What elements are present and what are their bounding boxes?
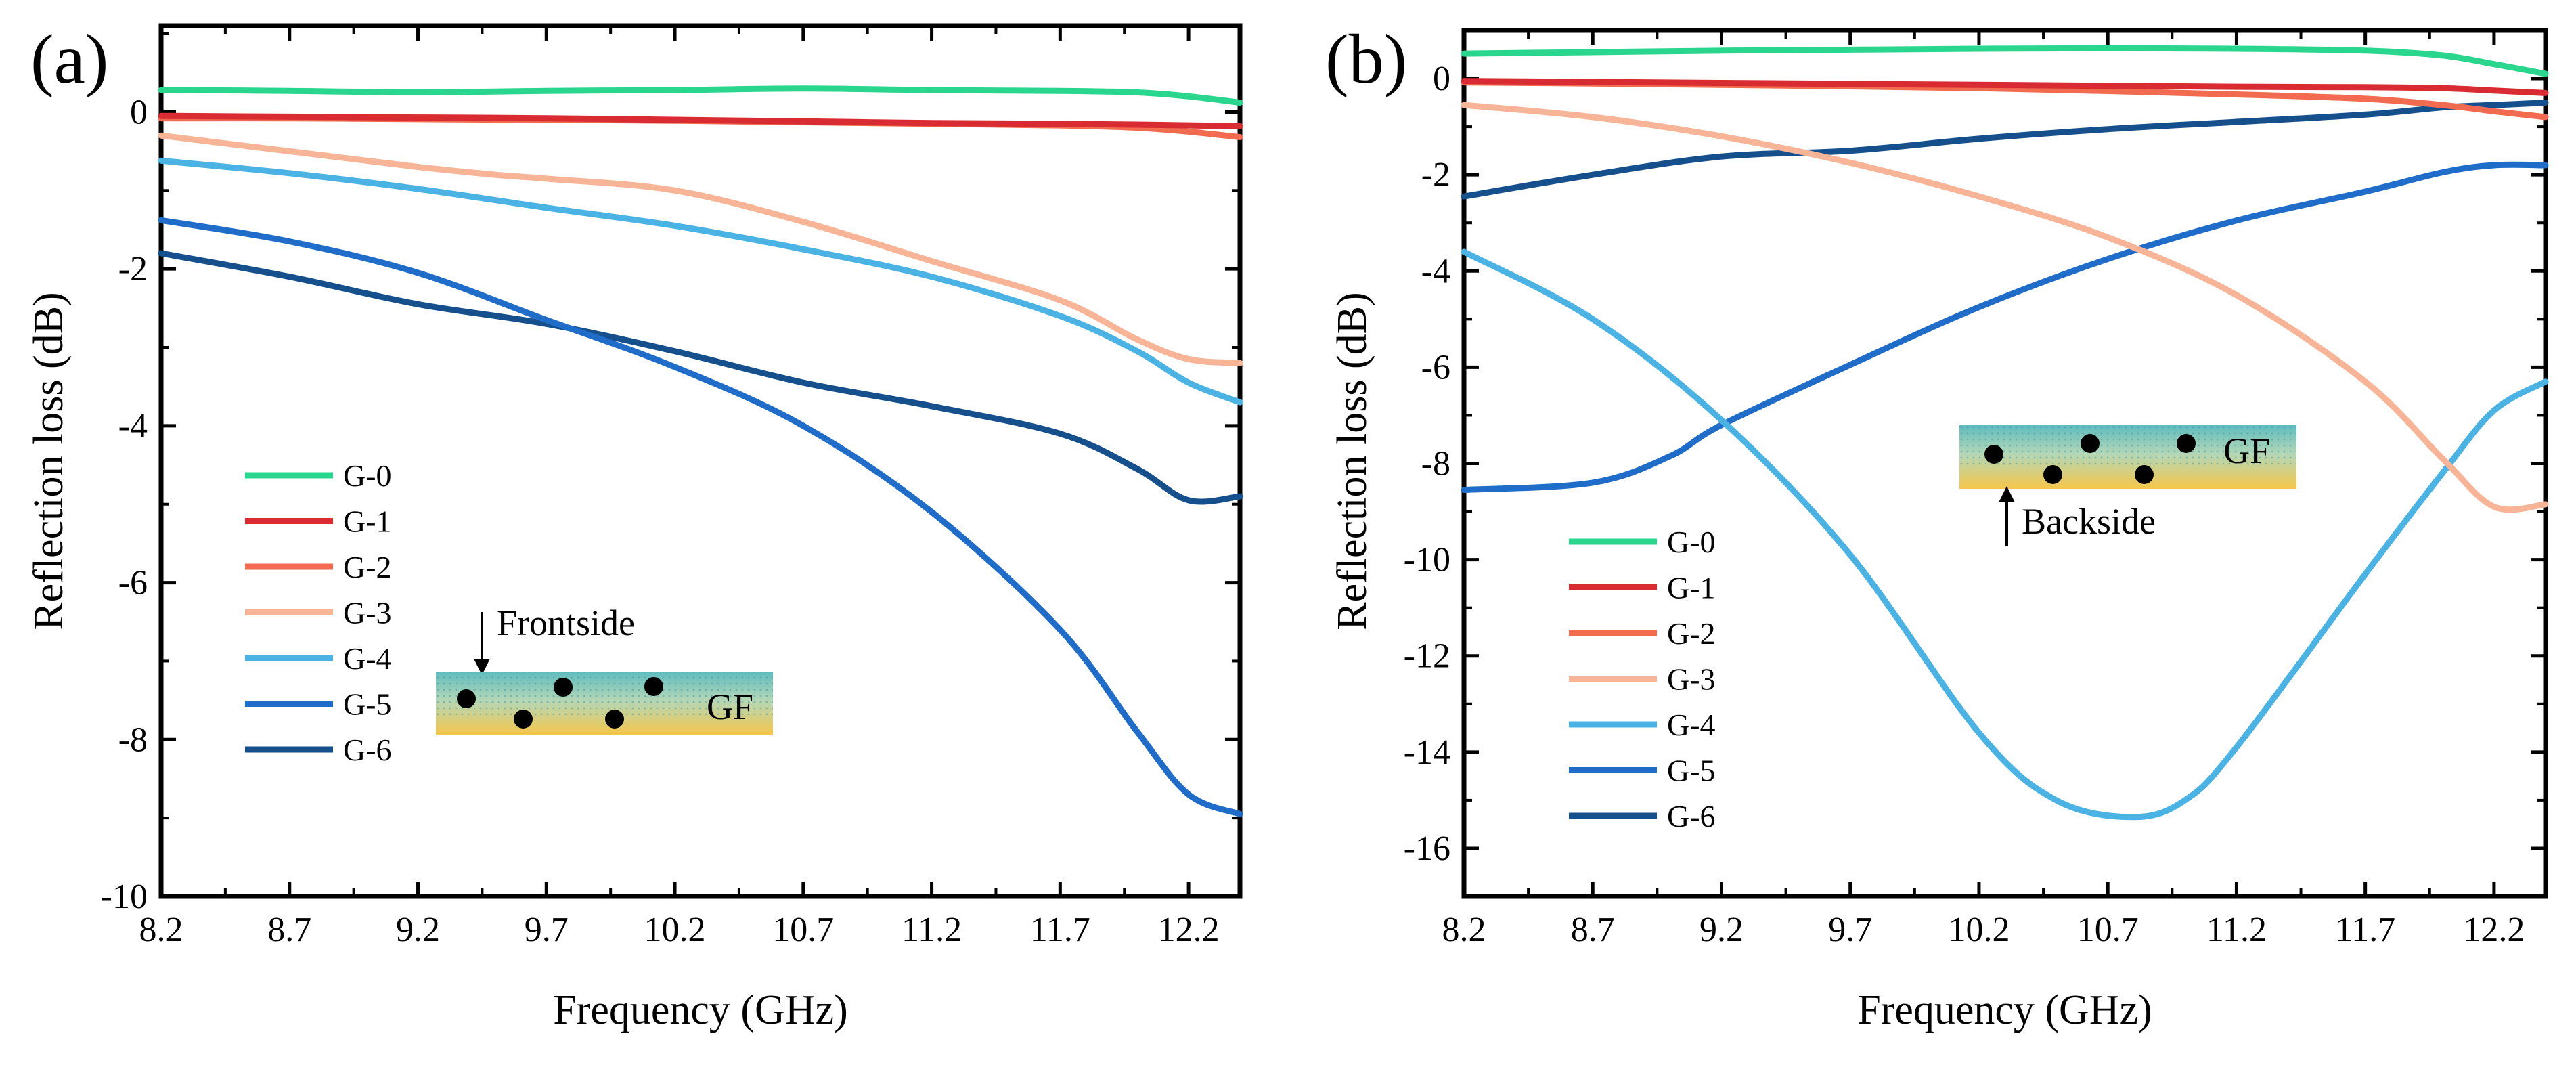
x-tick-label: 11.7 (1030, 911, 1090, 949)
particle-dot (2043, 465, 2062, 484)
legend-label-g-2: G-2 (1667, 616, 1716, 651)
x-tick-label: 9.2 (1700, 911, 1744, 949)
series-line-g-4 (1461, 248, 2549, 821)
panel-a-x-ticks: 8.2 8.7 9.2 9.7 10.2 10.7 11.2 11.7 12.2 (139, 26, 1220, 949)
x-tick-label: 12.2 (2463, 911, 2525, 949)
legend-label-g-3: G-3 (343, 596, 392, 630)
x-tick-label: 11.2 (902, 911, 962, 949)
legend-label-g-4: G-4 (343, 641, 392, 676)
legend-label-g-2: G-2 (343, 550, 392, 584)
panel-a-y-ticks: 0 -2 -4 -6 -8 -10 (101, 32, 1240, 916)
x-tick-label: 12.2 (1158, 911, 1220, 949)
series-line-g-0 (1461, 45, 2549, 77)
panel-a-series-lines (158, 85, 1243, 817)
particle-dot (644, 677, 663, 696)
y-tick-label: -10 (1404, 541, 1450, 580)
panel-a: (a) 8.2 8.7 9.2 9.7 10.2 10.7 11.2 11.7 12.2 0 -2… (26, 20, 1243, 1033)
panel-b-series-lines (1461, 45, 2549, 821)
particle-dot (2177, 434, 2196, 453)
legend-label-g-4: G-4 (1667, 708, 1716, 742)
particle-dot (605, 710, 624, 729)
x-tick-label: 8.2 (1442, 911, 1486, 949)
y-tick-label: -16 (1404, 829, 1450, 868)
y-tick-label: -6 (118, 564, 148, 603)
legend-label-g-0: G-0 (1667, 525, 1716, 559)
y-tick-label: 0 (1433, 60, 1450, 98)
legend-label-g-1: G-1 (1667, 571, 1716, 605)
x-tick-label: 11.7 (2335, 911, 2395, 949)
series-line-g-1 (158, 112, 1243, 129)
gf-label: GF (707, 687, 753, 727)
x-tick-label: 10.2 (1948, 911, 2009, 949)
series-line-g-6 (1461, 100, 2549, 200)
backside-label: Backside (2022, 501, 2156, 542)
legend-label-g-1: G-1 (343, 504, 392, 539)
y-tick-label: -10 (101, 877, 148, 916)
x-tick-label: 11.2 (2206, 911, 2267, 949)
x-tick-label: 9.2 (396, 911, 440, 949)
legend-label-g-5: G-5 (343, 687, 392, 722)
y-tick-label: -4 (1421, 252, 1450, 290)
series-line-g-0 (158, 85, 1243, 106)
y-tick-label: -8 (1421, 445, 1450, 483)
panel-b-legend: G-0 G-1 G-2 G-3 G-4 G-5 G-6 (1569, 525, 1716, 833)
panel-b: (b) 8.2 8.7 9.2 9.7 10.2 10.7 11.2 11.7 12.2 0 -2… (1325, 20, 2549, 1033)
panel-b-x-ticks: 8.2 8.7 9.2 9.7 10.2 10.7 11.2 11.7 12.2 (1442, 30, 2525, 949)
series-line-g-5 (1461, 161, 2549, 494)
legend-label-g-0: G-0 (343, 458, 392, 493)
y-tick-label: -2 (1421, 156, 1450, 194)
series-line-g-6 (158, 250, 1243, 505)
x-tick-label: 9.7 (525, 911, 569, 949)
panel-b-y-ticks: 0 -2 -4 -6 -8 -10 -12 -14 -16 (1404, 60, 2546, 868)
panel-a-legend: G-0 G-1 G-2 G-3 G-4 G-5 G-6 (245, 458, 392, 767)
series-line-g-3 (1461, 102, 2549, 513)
y-tick-label: -6 (1421, 348, 1450, 387)
series-line-g-5 (158, 217, 1243, 817)
frontside-label: Frontside (497, 603, 635, 643)
series-line-g-1 (1461, 78, 2549, 96)
legend-label-g-6: G-6 (1667, 799, 1716, 833)
x-tick-label: 10.7 (2077, 911, 2139, 949)
panel-a-plot-area: 8.2 8.7 9.2 9.7 10.2 10.7 11.2 11.7 12.2 0 -2 -4 -6… (101, 26, 1243, 949)
x-tick-label: 10.2 (644, 911, 706, 949)
panel-b-inset: GF Backside (1959, 425, 2296, 546)
gf-film-texture (1959, 425, 2296, 469)
y-tick-label: -14 (1404, 733, 1450, 772)
legend-label-g-6: G-6 (343, 733, 392, 767)
y-tick-label: -8 (118, 720, 148, 759)
panel-b-x-axis-title: Frequency (GHz) (1857, 987, 2152, 1033)
x-tick-label: 8.7 (267, 911, 311, 949)
series-line-g-3 (158, 132, 1243, 366)
gf-label: GF (2223, 431, 2270, 471)
x-tick-label: 8.2 (139, 911, 183, 949)
panel-b-plot-area: 8.2 8.7 9.2 9.7 10.2 10.7 11.2 11.7 12.2 0 -2 -4 -6… (1404, 30, 2549, 949)
legend-label-g-5: G-5 (1667, 754, 1716, 788)
particle-dot (514, 710, 533, 729)
panel-b-y-axis-title: Reflection loss (dB) (1329, 292, 1375, 630)
particle-dot (2081, 434, 2100, 453)
panel-a-y-axis-title: Reflection loss (dB) (26, 292, 72, 630)
x-tick-label: 8.7 (1571, 911, 1615, 949)
y-tick-label: -4 (118, 407, 148, 445)
legend-label-g-3: G-3 (1667, 662, 1716, 697)
y-tick-label: -12 (1404, 637, 1450, 676)
x-tick-label: 9.7 (1828, 911, 1872, 949)
particle-dot (2135, 465, 2154, 484)
particle-dot (1984, 445, 2003, 464)
particle-dot (457, 689, 476, 708)
series-line-g-4 (158, 157, 1243, 406)
y-tick-label: -2 (118, 250, 148, 288)
y-tick-label: 0 (130, 93, 148, 131)
particle-dot (554, 678, 573, 697)
panel-a-plot-frame (158, 23, 1243, 899)
panel-a-label: (a) (30, 20, 108, 98)
panel-b-label: (b) (1325, 20, 1407, 98)
gf-film-texture (436, 672, 773, 715)
panel-a-inset: Frontside GF (436, 603, 773, 735)
panel-a-x-axis-title: Frequency (GHz) (553, 987, 848, 1033)
x-tick-label: 10.7 (772, 911, 834, 949)
